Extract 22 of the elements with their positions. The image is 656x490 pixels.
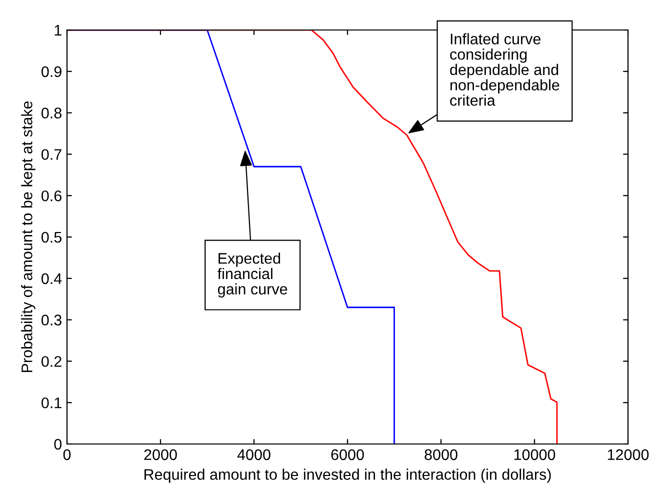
x-tick-label: 6000 bbox=[331, 449, 364, 460]
x-tick-label: 8000 bbox=[424, 449, 458, 460]
y-tick-label: 0.2 bbox=[42, 356, 62, 367]
x-tick-label: 4000 bbox=[237, 449, 270, 460]
y-tick-label: 0.5 bbox=[42, 232, 62, 243]
y-tick-label: 0.6 bbox=[42, 190, 62, 202]
y-tick-label: 0.4 bbox=[42, 273, 62, 284]
annotation: Expected financial gain curve bbox=[218, 252, 288, 298]
y-tick-label: 1 bbox=[54, 25, 62, 36]
x-tick-label: 2000 bbox=[144, 449, 177, 460]
x-tick-label: 12000 bbox=[608, 449, 649, 460]
y-tick-label: 0.9 bbox=[42, 66, 62, 78]
y-axis-title: Probability of amount to be kept at stake bbox=[21, 101, 36, 372]
y-tick-label: 0 bbox=[54, 438, 62, 450]
x-tick-label: 0 bbox=[63, 449, 71, 460]
y-tick-label: 0.3 bbox=[42, 314, 62, 326]
annotation: Inflated curve considering dependable and non-dependable criteria bbox=[450, 33, 560, 106]
y-tick-label: 0.8 bbox=[42, 108, 62, 118]
x-axis-title: Required amount to be invested in the interaction (in dollars) bbox=[144, 468, 551, 483]
y-tick-label: 0.1 bbox=[42, 397, 62, 408]
y-tick-label: 0.7 bbox=[42, 149, 62, 160]
x-tick-label: 10000 bbox=[514, 449, 556, 460]
